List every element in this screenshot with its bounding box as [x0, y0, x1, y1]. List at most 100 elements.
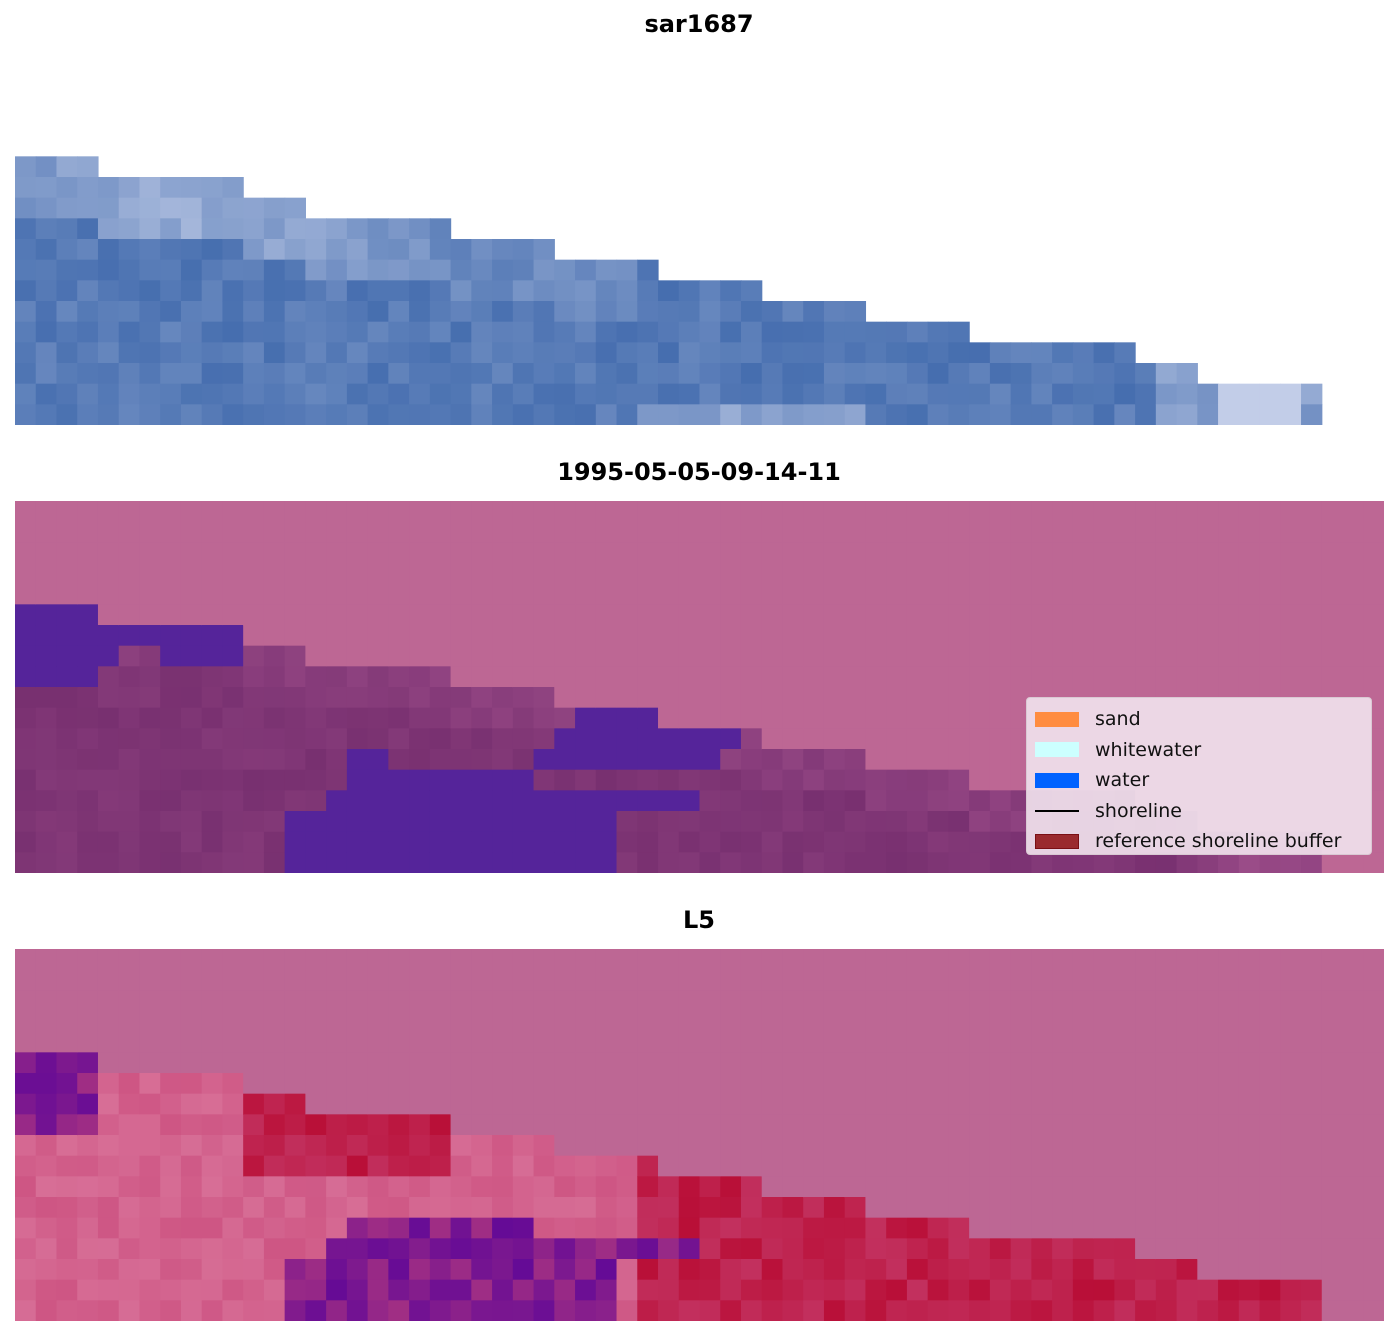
image-pixel: [429, 666, 452, 688]
image-pixel: [429, 542, 452, 564]
image-pixel: [554, 1155, 576, 1177]
image-pixel: [346, 1093, 369, 1115]
image-pixel: [720, 583, 742, 605]
image-pixel: [761, 969, 784, 991]
image-pixel: [886, 728, 908, 750]
image-pixel: [595, 1031, 618, 1053]
image-pixel: [761, 728, 784, 750]
image-pixel: [326, 625, 348, 647]
image-pixel: [969, 666, 991, 688]
image-pixel: [201, 1052, 224, 1074]
image-pixel: [1052, 625, 1074, 647]
image-pixel: [1114, 666, 1136, 688]
image-pixel: [658, 790, 680, 812]
image-pixel: [533, 501, 555, 523]
image-pixel: [886, 831, 908, 853]
image-pixel: [201, 1217, 224, 1239]
image-pixel: [326, 687, 348, 709]
image-pixel: [533, 563, 555, 585]
image-pixel: [865, 1176, 887, 1198]
image-pixel: [201, 1093, 224, 1115]
image-pixel: [56, 728, 78, 750]
image-pixel: [263, 1093, 286, 1115]
image-pixel: [844, 1052, 867, 1074]
image-pixel: [720, 383, 742, 405]
image-pixel: [948, 321, 970, 343]
image-pixel: [1176, 625, 1198, 647]
image-pixel: [326, 1093, 348, 1115]
image-pixel: [409, 1176, 431, 1198]
image-pixel: [886, 1259, 908, 1281]
image-pixel: [865, 521, 887, 543]
image-pixel: [678, 342, 701, 364]
image-pixel: [284, 1135, 306, 1157]
image-pixel: [346, 542, 369, 564]
image-pixel: [118, 1114, 141, 1136]
image-pixel: [263, 790, 286, 812]
image-pixel: [450, 831, 472, 853]
image-pixel: [97, 1073, 120, 1095]
image-pixel: [1280, 1197, 1302, 1219]
image-pixel: [15, 521, 37, 543]
image-pixel: [1031, 542, 1053, 564]
image-pixel: [616, 1114, 638, 1136]
image-pixel: [15, 583, 37, 605]
image-pixel: [201, 769, 224, 791]
image-pixel: [139, 728, 161, 750]
image-pixel: [1321, 521, 1344, 543]
image-pixel: [969, 949, 991, 971]
image-pixel: [1218, 542, 1240, 564]
image-pixel: [512, 239, 535, 261]
image-pixel: [595, 363, 618, 385]
image-pixel: [77, 625, 99, 647]
image-pixel: [1238, 949, 1261, 971]
image-pixel: [1010, 563, 1032, 585]
image-pixel: [1135, 625, 1157, 647]
image-pixel: [1238, 1011, 1261, 1033]
image-pixel: [1072, 521, 1095, 543]
image-pixel: [139, 301, 161, 323]
image-pixel: [492, 1031, 514, 1053]
image-pixel: [77, 1093, 99, 1115]
image-pixel: [118, 1217, 141, 1239]
image-pixel: [823, 521, 846, 543]
image-pixel: [699, 1300, 721, 1321]
image-pixel: [284, 197, 306, 219]
image-pixel: [782, 501, 804, 523]
image-pixel: [367, 604, 389, 626]
image-pixel: [35, 1052, 58, 1074]
image-pixel: [865, 790, 887, 812]
image-pixel: [118, 728, 141, 750]
image-pixel: [595, 521, 618, 543]
image-pixel: [471, 769, 493, 791]
image-pixel: [97, 1259, 120, 1281]
image-pixel: [740, 1176, 763, 1198]
image-pixel: [969, 383, 991, 405]
image-pixel: [720, 625, 742, 647]
image-pixel: [948, 1155, 970, 1177]
image-pixel: [160, 239, 182, 261]
image-pixel: [782, 687, 804, 709]
image-pixel: [1301, 969, 1323, 991]
image-pixel: [1010, 1176, 1032, 1198]
image-pixel: [180, 259, 203, 281]
image-pixel: [803, 583, 825, 605]
image-pixel: [492, 687, 514, 709]
image-pixel: [844, 1197, 867, 1219]
image-pixel: [284, 501, 306, 523]
image-pixel: [512, 1259, 535, 1281]
image-pixel: [1072, 625, 1095, 647]
image-pixel: [699, 1114, 721, 1136]
image-pixel: [658, 666, 680, 688]
image-pixel: [823, 583, 846, 605]
image-pixel: [305, 1300, 327, 1321]
image-pixel: [761, 542, 784, 564]
image-pixel: [15, 769, 37, 791]
image-pixel: [243, 521, 265, 543]
image-pixel: [118, 1279, 141, 1301]
image-pixel: [1342, 583, 1364, 605]
image-pixel: [948, 666, 970, 688]
image-pixel: [77, 790, 99, 812]
image-pixel: [35, 404, 58, 425]
image-pixel: [367, 342, 389, 364]
